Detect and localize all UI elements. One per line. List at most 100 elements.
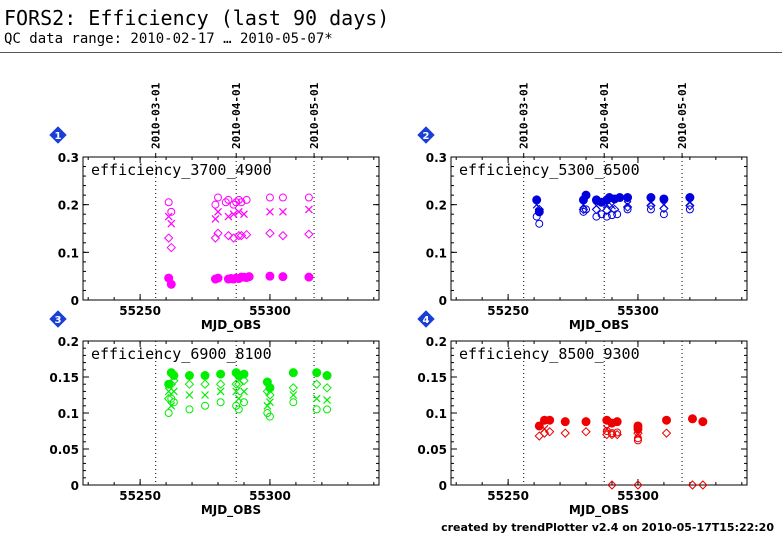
- data-point-open: [579, 207, 588, 216]
- data-point-diamond: [687, 480, 698, 490]
- data-point-open: [211, 200, 220, 209]
- data-point-diamond: [578, 204, 589, 215]
- data-point-cross: [263, 401, 272, 410]
- header-divider: [0, 52, 782, 53]
- x-axis-label: MJD_OBS: [201, 318, 261, 333]
- panel-title: efficiency_6900_8100: [91, 345, 272, 363]
- data-point-diamond: [166, 242, 176, 253]
- data-point-diamond: [239, 375, 249, 386]
- data-point-open: [229, 200, 238, 209]
- data-point-diamond: [265, 390, 275, 400]
- data-point-diamond: [659, 203, 669, 214]
- date-label: 2010-03-01: [518, 82, 531, 149]
- data-point-open: [607, 429, 616, 438]
- data-point-open: [278, 193, 287, 202]
- data-point-filled: [288, 368, 298, 378]
- data-point-cross: [224, 212, 233, 221]
- data-point-open: [532, 212, 541, 221]
- data-point-diamond: [633, 480, 643, 490]
- date-label: 2010-03-01: [150, 82, 163, 149]
- data-point-cross: [323, 396, 331, 404]
- data-point-diamond: [311, 379, 322, 389]
- data-point-diamond: [304, 229, 314, 239]
- data-point-open: [265, 193, 274, 202]
- panel-number-badge: [417, 126, 435, 144]
- data-point-cross: [579, 200, 588, 209]
- data-point-cross: [279, 207, 287, 216]
- data-point-diamond: [231, 379, 241, 389]
- y-tick-label: 0.05: [49, 443, 79, 457]
- data-point-open: [164, 409, 173, 417]
- data-point-diamond: [612, 429, 622, 440]
- data-point-diamond: [633, 428, 643, 438]
- data-point-filled: [200, 371, 210, 381]
- chart-panel-1: 1 2010-03-01 2010-04-01 2010-05-01 0 0.1 0.2 0.…: [49, 82, 380, 333]
- data-point-filled: [184, 371, 194, 381]
- page-title: FORS2: Efficiency (last 90 days): [4, 6, 390, 30]
- data-point-diamond: [591, 204, 602, 215]
- data-point-filled: [698, 417, 708, 427]
- data-point-diamond: [234, 379, 244, 389]
- x-tick-label: 55250: [487, 304, 529, 318]
- data-point-cross: [266, 207, 274, 216]
- plot-frame: [450, 156, 748, 301]
- x-axis-label: MJD_OBS: [569, 318, 629, 333]
- data-point-open: [582, 205, 591, 214]
- plot-frame: [82, 156, 380, 301]
- y-tick-label: 0.3: [58, 151, 79, 165]
- y-tick-label: 0.05: [417, 443, 447, 457]
- data-point-diamond: [163, 233, 174, 243]
- data-point-open: [304, 193, 313, 202]
- data-point-open: [167, 207, 176, 216]
- data-point-diamond: [534, 204, 544, 215]
- data-point-cross: [304, 205, 313, 214]
- data-point-filled: [216, 369, 226, 379]
- x-tick-label: 55300: [249, 304, 291, 318]
- charts-area: 1 2010-03-01 2010-04-01 2010-05-01 0 0.1 0.2 0.…: [49, 82, 748, 518]
- data-point-cross: [164, 212, 173, 221]
- panel-title: efficiency_3700_4900: [91, 161, 272, 179]
- data-point-diamond: [646, 200, 656, 211]
- data-point-cross: [623, 200, 632, 209]
- data-point-diamond: [228, 233, 239, 243]
- y-tick-label: 0.2: [58, 199, 79, 213]
- data-point-filled: [322, 371, 332, 381]
- data-point-filled: [623, 193, 633, 203]
- data-point-filled: [213, 273, 223, 283]
- data-point-filled: [612, 417, 622, 427]
- x-tick-label: 55300: [617, 489, 659, 503]
- data-point-diamond: [539, 428, 550, 438]
- y-tick-label: 0.1: [426, 246, 447, 260]
- y-tick-label: 0.2: [426, 199, 447, 213]
- data-point-filled: [239, 369, 249, 379]
- data-point-cross: [167, 219, 176, 228]
- data-point-cross: [634, 430, 642, 439]
- x-axis-label: MJD_OBS: [201, 503, 261, 518]
- data-point-cross: [167, 401, 176, 410]
- data-point-open: [224, 195, 233, 204]
- data-point-cross: [532, 200, 541, 209]
- data-point-diamond: [288, 383, 299, 393]
- panel-title: efficiency_5300_6500: [459, 161, 640, 179]
- data-point-filled: [687, 414, 697, 424]
- data-point-filled: [304, 272, 314, 282]
- data-point-filled: [659, 194, 669, 204]
- x-tick-label: 55250: [119, 304, 161, 318]
- y-tick-label: 0.2: [58, 335, 79, 349]
- data-point-open: [216, 398, 225, 407]
- data-point-open: [685, 205, 694, 214]
- y-tick-label: 0.1: [58, 407, 79, 421]
- data-point-filled: [169, 371, 179, 381]
- data-point-open: [239, 398, 248, 407]
- chart-panel-2: 2 2010-03-01 2010-04-01 2010-05-01 0 0.1 0.2 0.…: [417, 82, 748, 333]
- y-tick-label: 0.15: [417, 371, 447, 385]
- data-point-cross: [216, 387, 225, 396]
- data-point-diamond: [169, 375, 179, 386]
- data-point-diamond: [215, 379, 226, 389]
- data-point-cross: [312, 394, 321, 403]
- data-point-open: [232, 198, 241, 207]
- data-point-filled: [164, 379, 174, 389]
- data-point-filled: [581, 417, 591, 427]
- data-point-diamond: [602, 205, 612, 216]
